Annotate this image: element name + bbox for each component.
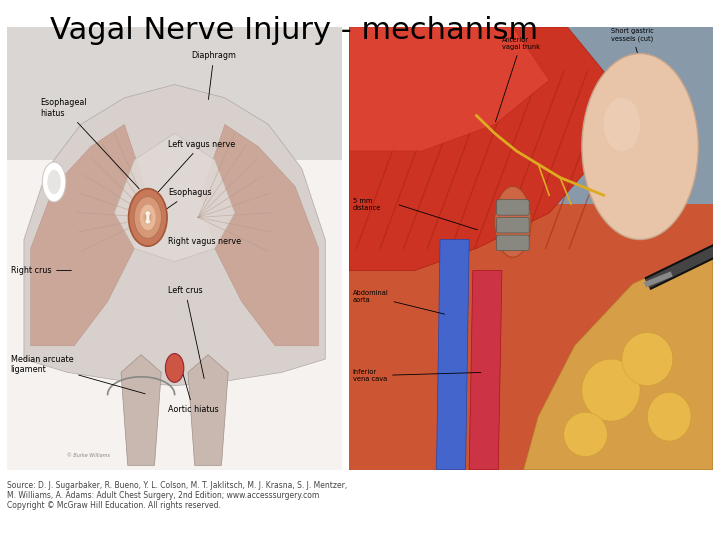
- Polygon shape: [7, 27, 342, 160]
- Ellipse shape: [143, 211, 152, 224]
- FancyBboxPatch shape: [497, 200, 529, 215]
- Text: Esophageal
hiatus: Esophageal hiatus: [41, 98, 139, 189]
- Polygon shape: [114, 133, 235, 262]
- Ellipse shape: [42, 162, 66, 202]
- Text: Left vagus nerve: Left vagus nerve: [153, 139, 235, 198]
- Text: Right crus: Right crus: [11, 266, 71, 275]
- Polygon shape: [469, 271, 502, 470]
- Text: Anterior
vagal trunk: Anterior vagal trunk: [495, 37, 540, 122]
- Polygon shape: [349, 204, 713, 470]
- Ellipse shape: [564, 412, 608, 456]
- Ellipse shape: [144, 213, 146, 221]
- Text: Aortic hiatus: Aortic hiatus: [168, 370, 219, 414]
- Text: Abdominal
aorta: Abdominal aorta: [353, 289, 445, 314]
- FancyBboxPatch shape: [497, 235, 529, 251]
- Text: Median arcuate
ligament: Median arcuate ligament: [11, 355, 145, 394]
- Text: Source: D. J. Sugarbaker, R. Bueno, Y. L. Colson, M. T. Jaklitsch, M. J. Krasna,: Source: D. J. Sugarbaker, R. Bueno, Y. L…: [7, 481, 348, 510]
- Ellipse shape: [149, 213, 152, 221]
- FancyBboxPatch shape: [7, 27, 342, 470]
- Text: Inferior
vena cava: Inferior vena cava: [353, 369, 481, 382]
- Polygon shape: [121, 355, 161, 465]
- Text: Esophagus: Esophagus: [157, 188, 212, 216]
- Text: 5 mm
distance: 5 mm distance: [353, 198, 381, 211]
- Text: Diaphragm: Diaphragm: [192, 51, 236, 99]
- Ellipse shape: [134, 197, 161, 239]
- Ellipse shape: [166, 354, 184, 382]
- Text: Right vagus nerve: Right vagus nerve: [157, 235, 241, 246]
- Ellipse shape: [647, 392, 691, 441]
- Text: Left crus: Left crus: [168, 286, 204, 379]
- Polygon shape: [523, 248, 713, 470]
- Ellipse shape: [582, 53, 698, 240]
- Polygon shape: [349, 27, 549, 151]
- Polygon shape: [188, 355, 228, 465]
- Polygon shape: [24, 85, 325, 386]
- Text: Short gastric
vessels (cut): Short gastric vessels (cut): [611, 28, 654, 60]
- Ellipse shape: [140, 204, 156, 231]
- Ellipse shape: [48, 170, 60, 194]
- Polygon shape: [31, 124, 148, 346]
- Polygon shape: [349, 27, 713, 204]
- Polygon shape: [202, 124, 318, 346]
- Ellipse shape: [495, 186, 531, 257]
- Ellipse shape: [603, 98, 640, 151]
- Ellipse shape: [129, 188, 167, 246]
- FancyBboxPatch shape: [497, 218, 529, 233]
- Polygon shape: [436, 240, 469, 470]
- Polygon shape: [349, 27, 611, 271]
- Text: Vagal Nerve Injury - mechanism: Vagal Nerve Injury - mechanism: [50, 16, 539, 45]
- Ellipse shape: [622, 333, 672, 386]
- Ellipse shape: [582, 359, 640, 421]
- Text: © Burke Williams: © Burke Williams: [68, 453, 110, 457]
